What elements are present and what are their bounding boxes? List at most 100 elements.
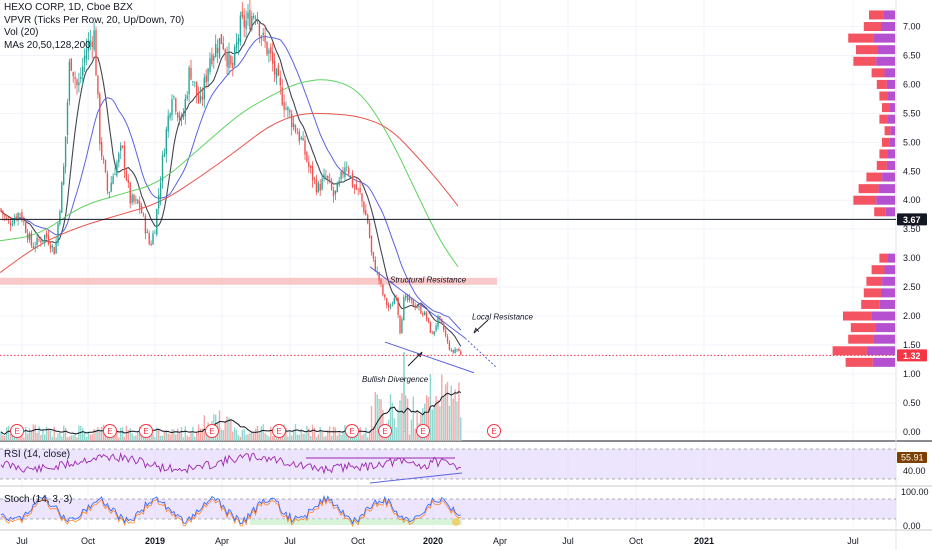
stoch-tick-label: 100.00 — [901, 487, 929, 497]
volume-bar — [108, 436, 110, 441]
legend-vol[interactable]: Vol (20) — [4, 27, 39, 38]
candlesticks[interactable] — [0, 0, 462, 356]
stoch-label[interactable]: Stoch (14, 3, 3) — [4, 494, 73, 505]
candle-body — [121, 145, 124, 147]
time-axis[interactable]: Jul Oct 2019 Apr Jul Oct 2020 Apr Jul Oct 2021 Jul — [16, 536, 859, 546]
volume-bar — [230, 419, 232, 441]
candle-body — [158, 195, 160, 209]
volume-bar — [171, 429, 173, 441]
volume-bar — [42, 429, 44, 441]
candle-body — [70, 58, 72, 71]
volume-bar — [456, 401, 458, 441]
candle-body — [454, 349, 456, 353]
candle-body — [239, 15, 242, 42]
candle-body — [213, 55, 215, 61]
legend-symbol[interactable]: HEXO CORP, 1D, Cboe BZX — [4, 2, 133, 13]
volume-bar — [203, 415, 205, 441]
trendline-drawings[interactable] — [369, 266, 497, 432]
candle-body — [178, 115, 181, 121]
volume-bar — [82, 428, 84, 441]
candle-body — [66, 102, 69, 135]
candle-body — [44, 235, 46, 241]
earnings-circle — [139, 424, 153, 438]
volume-bar — [6, 427, 8, 441]
volume-bar — [161, 435, 164, 441]
earnings-circle — [416, 424, 430, 438]
candle-body — [429, 321, 432, 333]
candle-body — [235, 42, 238, 49]
rsi-band — [0, 449, 896, 479]
volume-bar — [431, 409, 433, 441]
earnings-marker: E — [205, 424, 219, 438]
volume-bar — [444, 384, 447, 441]
stoch-d-line — [0, 497, 461, 528]
legend-vpvr[interactable]: VPVR (Ticks Per Row, 20, Up/Down, 70) — [4, 14, 185, 26]
candle-body — [78, 82, 80, 86]
volume-bar — [45, 426, 48, 441]
volume-bar — [268, 436, 270, 441]
vpvr-row-up — [880, 288, 895, 298]
candle-body — [435, 325, 437, 331]
volume-bar — [118, 437, 120, 441]
candle-body — [311, 166, 314, 181]
candle-body — [310, 165, 312, 169]
price-tick-label: 6.00 — [903, 79, 921, 89]
candle-body — [287, 107, 289, 111]
volume-bar — [64, 427, 67, 441]
volume-bar — [4, 435, 6, 441]
candle-body — [380, 279, 382, 284]
candle-body — [330, 181, 333, 190]
candle-body — [401, 318, 403, 334]
volume-bar — [241, 430, 243, 441]
volume-bar — [76, 437, 78, 441]
candle-body — [325, 176, 327, 177]
legend-mas[interactable]: MAs 20,50,128,200 — [4, 39, 91, 51]
price-axis[interactable]: 7.00 6.50 6.00 5.50 5.00 4.50 4.00 3.50 3.00 2.50… — [897, 22, 929, 531]
candle-body — [232, 62, 234, 69]
candle-body — [64, 136, 67, 167]
vpvr-row-up — [880, 22, 895, 32]
volume-bar — [395, 427, 397, 441]
candle-body — [106, 173, 109, 191]
candle-body — [72, 71, 74, 77]
volume-bar — [197, 424, 200, 441]
candle-body — [13, 218, 15, 224]
volume-bar — [0, 431, 2, 441]
candle-body — [108, 191, 110, 194]
vpvr-row-down — [863, 288, 881, 298]
candle-body — [197, 94, 200, 104]
candle-body — [188, 67, 190, 95]
volume-bar — [302, 433, 304, 441]
candle-body — [25, 222, 27, 233]
volume-bar — [74, 433, 76, 441]
stoch-highlight-dot — [452, 518, 460, 526]
rsi-tick-label: 40.00 — [903, 466, 926, 476]
candle-body — [99, 93, 101, 145]
candle-body — [61, 182, 63, 213]
candle-body — [306, 152, 308, 162]
volume-bar — [332, 426, 335, 441]
volume-bar — [446, 381, 449, 441]
volume-bar — [26, 433, 29, 441]
volume-bar — [266, 434, 268, 441]
time-tick-label: 2019 — [145, 536, 165, 546]
volume-bar — [363, 433, 365, 441]
vpvr-row-up — [873, 33, 895, 43]
candle-body — [101, 141, 103, 157]
earnings-circle — [487, 424, 501, 438]
volume-bar — [30, 430, 33, 441]
candle-body — [308, 161, 310, 167]
volume-bar — [243, 429, 245, 441]
structural-resistance-zone — [0, 277, 497, 285]
level-badge-text: 3.67 — [903, 215, 921, 225]
volume-bar — [47, 428, 50, 441]
candle-body — [281, 87, 283, 105]
volume-bar — [112, 435, 114, 441]
level-badge — [897, 213, 927, 226]
rsi-label[interactable]: RSI (14, close) — [4, 449, 71, 460]
vpvr-row-down — [845, 357, 873, 367]
volume-bar — [414, 428, 416, 441]
candle-body — [291, 113, 293, 128]
